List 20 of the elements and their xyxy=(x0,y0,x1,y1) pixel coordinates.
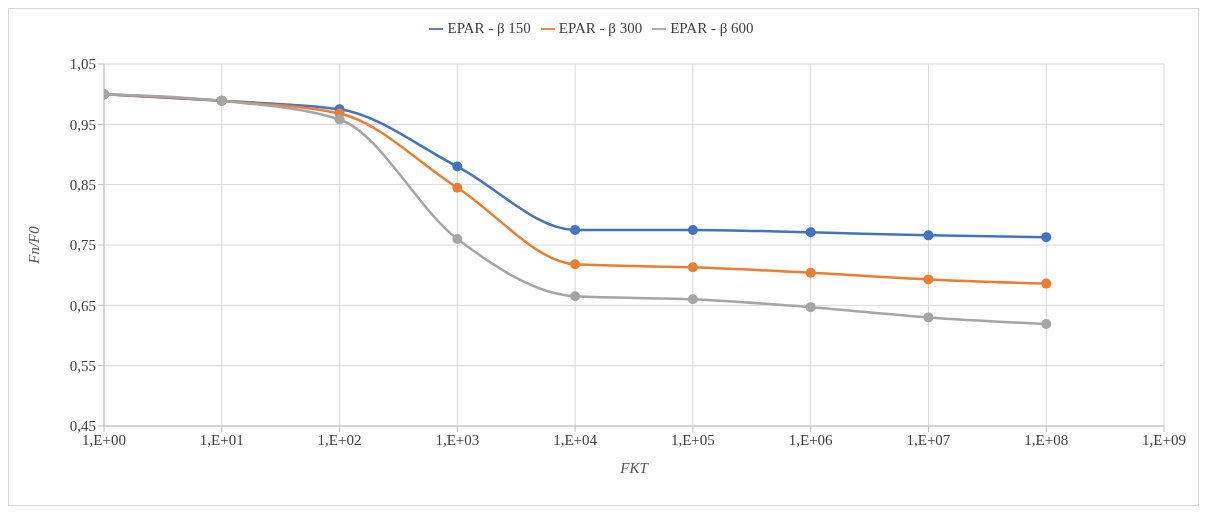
x-tick-label: 1,E+09 xyxy=(1142,431,1186,448)
x-tick-label: 1,E+06 xyxy=(788,431,834,448)
x-axis-title: FKT xyxy=(619,460,650,476)
x-tick-label: 1,E+05 xyxy=(670,431,715,448)
y-tick-label: 0,55 xyxy=(69,357,96,374)
x-tick-label: 1,E+04 xyxy=(553,431,598,448)
x-tick-label: 1,E+03 xyxy=(435,431,480,448)
y-tick-label: 0,85 xyxy=(69,176,96,193)
x-tick-label: 1,E+01 xyxy=(199,431,244,448)
y-tick-label: 0,95 xyxy=(69,116,96,133)
legend-label: EPAR - β 600 xyxy=(670,20,754,36)
x-tick-label: 1,E+08 xyxy=(1024,431,1069,448)
y-tick-label: 0,65 xyxy=(69,297,96,314)
y-tick-label: 1,05 xyxy=(69,56,96,73)
y-tick-label: 0,75 xyxy=(69,237,96,254)
x-tick-label: 1,E+02 xyxy=(317,431,362,448)
y-axis-title: Fn/F0 xyxy=(26,225,43,265)
legend-label: EPAR - β 150 xyxy=(447,20,531,36)
legend-label: EPAR - β 300 xyxy=(558,20,643,36)
x-tick-label: 1,E+07 xyxy=(906,431,951,448)
